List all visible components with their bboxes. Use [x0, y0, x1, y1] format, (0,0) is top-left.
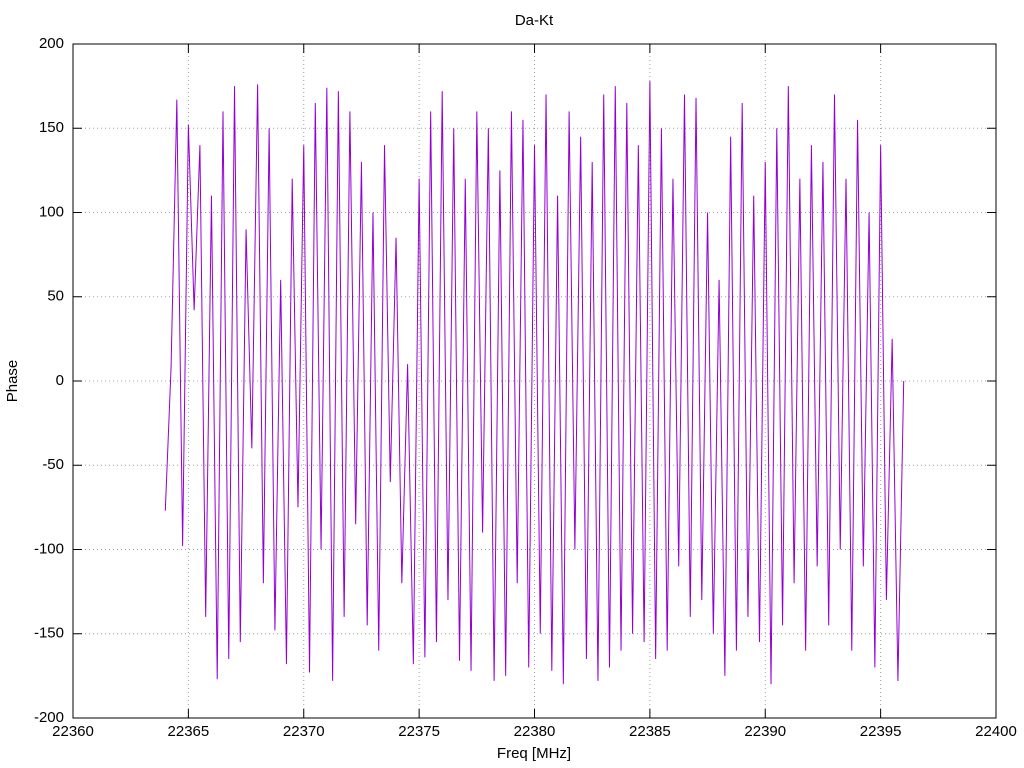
- x-tick-label: 22400: [975, 723, 1017, 740]
- y-tick-label: -200: [34, 709, 64, 726]
- data-line: [164, 81, 905, 685]
- y-tick-label: 150: [39, 119, 64, 136]
- x-tick-label: 22380: [514, 723, 556, 740]
- x-tick-label: 22370: [283, 723, 325, 740]
- y-tick-label: 0: [56, 372, 64, 389]
- x-tick-label: 22395: [860, 723, 902, 740]
- x-tick-label: 22365: [168, 723, 210, 740]
- x-axis-label: Freq [MHz]: [497, 745, 571, 762]
- x-tick-label: 22375: [398, 723, 440, 740]
- x-tick-label: 22390: [744, 723, 786, 740]
- y-tick-label: -150: [34, 625, 64, 642]
- x-tick-label: 22385: [629, 723, 671, 740]
- y-tick-label: 100: [39, 203, 64, 220]
- y-tick-label: -50: [42, 456, 64, 473]
- chart-title: Da-Kt: [515, 12, 554, 29]
- y-axis-label: Phase: [4, 360, 21, 403]
- y-tick-label: 200: [39, 35, 64, 52]
- plot-border: [72, 43, 997, 719]
- x-tick-label: 22360: [52, 723, 94, 740]
- y-tick-label: 50: [47, 288, 64, 305]
- y-tick-label: -100: [34, 540, 64, 557]
